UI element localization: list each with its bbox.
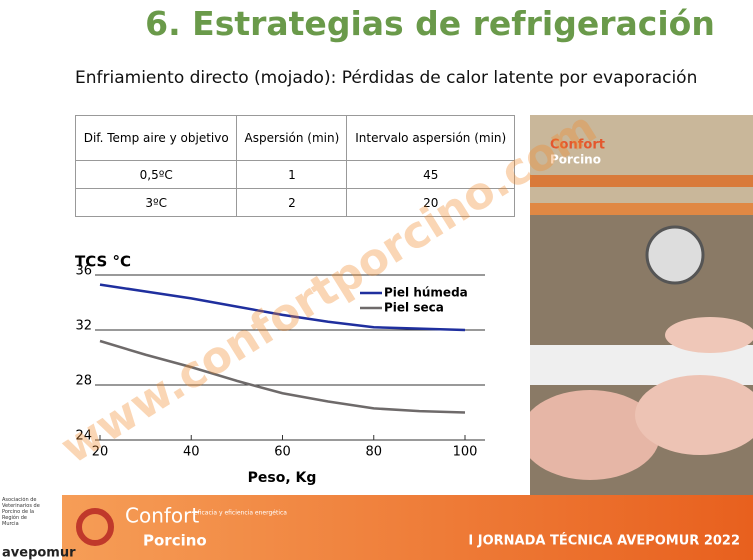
fan bbox=[647, 227, 703, 283]
y-tick-label: 28 bbox=[75, 374, 92, 389]
brand: Confort bbox=[125, 504, 199, 528]
x-tick-label: 100 bbox=[453, 445, 478, 460]
y-tick-label: 24 bbox=[75, 429, 92, 444]
photo-logo: Confort bbox=[550, 138, 605, 153]
photo-logo: Porcino bbox=[550, 153, 601, 167]
table-row: 3ºC 2 20 bbox=[76, 189, 515, 217]
x-tick-label: 80 bbox=[365, 445, 382, 460]
cell: 2 bbox=[237, 189, 347, 217]
header-cell: Intervalo aspersión (min) bbox=[347, 116, 515, 161]
table-row: 0,5ºC 1 45 bbox=[76, 161, 515, 189]
brand-tagline: eficacia y eficiencia energética bbox=[194, 510, 287, 517]
photo: Confort Porcino bbox=[530, 115, 753, 495]
cell: 0,5ºC bbox=[76, 161, 237, 189]
legend-label: Piel seca bbox=[384, 301, 444, 315]
pig bbox=[665, 317, 753, 353]
beam bbox=[530, 175, 753, 187]
x-tick-label: 20 bbox=[92, 445, 109, 460]
cell: 1 bbox=[237, 161, 347, 189]
beam bbox=[530, 203, 753, 215]
header-cell: Dif. Temp aire y objetivo bbox=[76, 116, 237, 161]
x-tick-label: 40 bbox=[183, 445, 200, 460]
association: Asociación de Veterinarios de Porcino de… bbox=[2, 497, 42, 527]
association-logo: avepomur bbox=[2, 546, 76, 560]
x-tick-label: 60 bbox=[274, 445, 291, 460]
cell: 45 bbox=[347, 161, 515, 189]
footer: Asociación de Veterinarios de Porcino de… bbox=[0, 495, 753, 560]
slide: 6. Estrategias de refrigeración Enfriami… bbox=[0, 0, 753, 560]
cell: 3ºC bbox=[76, 189, 237, 217]
event-name: I JORNADA TÉCNICA AVEPOMUR 2022 bbox=[468, 533, 740, 549]
legend-label: Piel húmeda bbox=[384, 286, 468, 300]
y-tick-label: 32 bbox=[75, 319, 92, 334]
y-tick-label: 36 bbox=[75, 264, 92, 279]
slide-subtitle: Enfriamiento directo (mojado): Pérdidas … bbox=[75, 68, 697, 88]
brand: Porcino bbox=[143, 532, 207, 550]
table-header: Dif. Temp aire y objetivo Aspersión (min… bbox=[76, 116, 515, 161]
cell: 20 bbox=[347, 189, 515, 217]
x-axis-label: Peso, Kg bbox=[248, 470, 317, 486]
data-table: Dif. Temp aire y objetivo Aspersión (min… bbox=[75, 115, 515, 217]
header-cell: Aspersión (min) bbox=[237, 116, 347, 161]
slide-title: 6. Estrategias de refrigeración bbox=[0, 4, 753, 43]
